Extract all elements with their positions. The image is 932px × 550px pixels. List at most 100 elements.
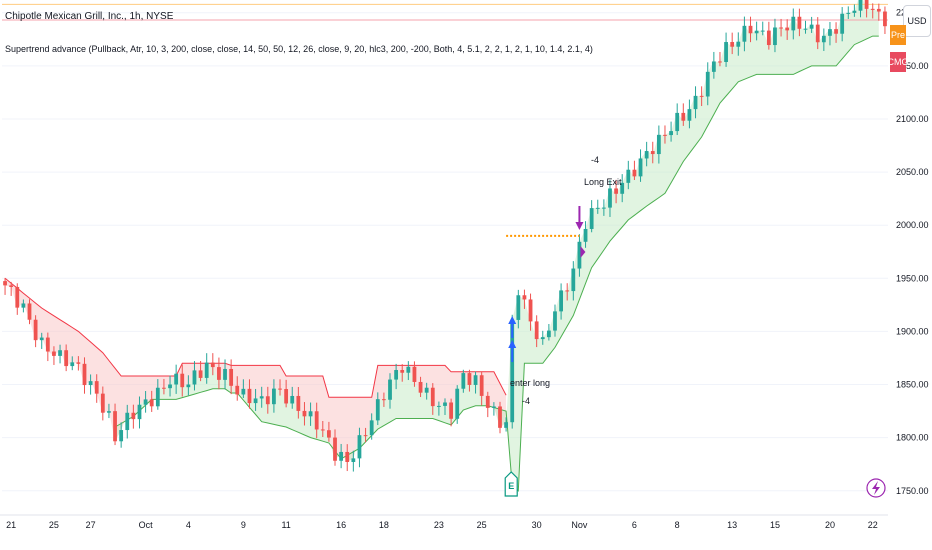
candle-14 [88, 374, 93, 395]
candle-body [449, 402, 454, 419]
candle-body [33, 319, 38, 341]
candle-103 [632, 160, 637, 180]
candle-18 [113, 403, 117, 446]
candle-body [424, 387, 429, 393]
candle-body [522, 295, 527, 300]
candle-body [803, 28, 808, 30]
candle-body [302, 410, 307, 417]
x-tick-21: 21 [6, 520, 16, 530]
candle-body [94, 381, 99, 394]
candle-body [39, 337, 44, 341]
candle-16 [100, 386, 105, 421]
candle-body [406, 366, 411, 373]
candle-body [180, 373, 185, 388]
candle-body [498, 406, 502, 428]
candle-70 [430, 383, 435, 415]
candle-124 [760, 21, 765, 36]
x-tick-6: 6 [632, 520, 637, 530]
candle-25 [155, 379, 160, 410]
candle-body [186, 384, 191, 388]
candle-body [339, 451, 344, 461]
candle-100 [614, 179, 618, 204]
candle-body [430, 387, 435, 407]
candle-body [247, 388, 252, 404]
candle-0 [3, 277, 7, 295]
x-tick-Oct: Oct [139, 520, 154, 530]
candle-93 [571, 261, 576, 301]
candle-78 [479, 371, 484, 406]
candle-13 [82, 357, 87, 394]
candle-body [858, 0, 863, 11]
indicator-legend[interactable]: Supertrend advance (Pullback, Atr, 10, 3… [5, 44, 593, 54]
candle-body [748, 25, 753, 34]
candle-143 [876, 3, 881, 21]
candle-body [119, 430, 124, 442]
currency-button[interactable]: USD [903, 5, 931, 37]
candle-105 [644, 141, 649, 167]
candle-body [644, 151, 649, 159]
candle-136 [834, 22, 838, 43]
candle-30 [186, 375, 191, 396]
candle-99 [608, 180, 612, 217]
candle-88 [540, 330, 545, 345]
signal-overlays: E [504, 206, 886, 498]
supertrend-lines [2, 3, 888, 492]
candle-114 [699, 86, 704, 107]
candle-59 [363, 427, 368, 443]
candle-body [736, 41, 741, 47]
candle-34 [210, 353, 215, 376]
x-tick-20: 20 [825, 520, 835, 530]
candle-body [15, 286, 20, 308]
candle-39 [241, 379, 246, 399]
candle-69 [424, 382, 429, 400]
candle-body [846, 12, 851, 14]
candle-86 [528, 293, 533, 331]
candle-84 [516, 289, 521, 329]
candle-body [210, 362, 215, 368]
candle-body [394, 370, 399, 380]
candle-body [797, 16, 802, 29]
x-tick-16: 16 [336, 520, 346, 530]
candle-116 [711, 51, 716, 79]
entry-arrow-head-2 [508, 340, 517, 348]
candle-4 [27, 299, 32, 325]
x-tick-25: 25 [477, 520, 487, 530]
candle-54 [333, 429, 337, 466]
candle-body [595, 207, 600, 209]
candle-body [345, 451, 350, 462]
candle-63 [388, 373, 392, 409]
y-tick-2050: 2050.00 [896, 167, 929, 177]
candle-5 [33, 315, 38, 348]
candle-102 [626, 160, 631, 190]
candle-body [461, 373, 466, 389]
lightning-icon [872, 481, 880, 495]
candle-92 [565, 283, 570, 301]
x-tick-15: 15 [770, 520, 780, 530]
candle-40 [247, 379, 252, 409]
premarket-badge: Pre [890, 25, 906, 45]
candle-122 [748, 16, 753, 43]
candle-37 [229, 359, 234, 395]
price-axis[interactable]: 1750.00 1800.00 1850.00 1900.00 1950.00 2000.… [888, 0, 932, 516]
candle-11 [70, 356, 75, 371]
candle-body [809, 24, 814, 29]
candle-body [155, 387, 160, 407]
candle-body [754, 30, 759, 34]
candle-body [565, 290, 570, 292]
candle-body [742, 25, 747, 42]
candle-body [223, 368, 227, 380]
candle-52 [320, 420, 325, 437]
candle-body [553, 311, 557, 331]
candle-128 [785, 19, 790, 40]
candle-35 [217, 357, 221, 390]
time-axis[interactable]: 21 25 27 Oct 4 9 11 16 18 23 25 30 Nov 6 8 13 15 20 22 [0, 514, 888, 530]
candle-body [137, 404, 142, 420]
y-tick-2000: 2000.00 [896, 220, 929, 230]
candle-139 [852, 4, 857, 17]
candle-body [375, 399, 380, 421]
candle-115 [705, 62, 710, 106]
candle-body [149, 399, 154, 407]
candle-body [412, 366, 417, 382]
candle-body [620, 182, 625, 194]
